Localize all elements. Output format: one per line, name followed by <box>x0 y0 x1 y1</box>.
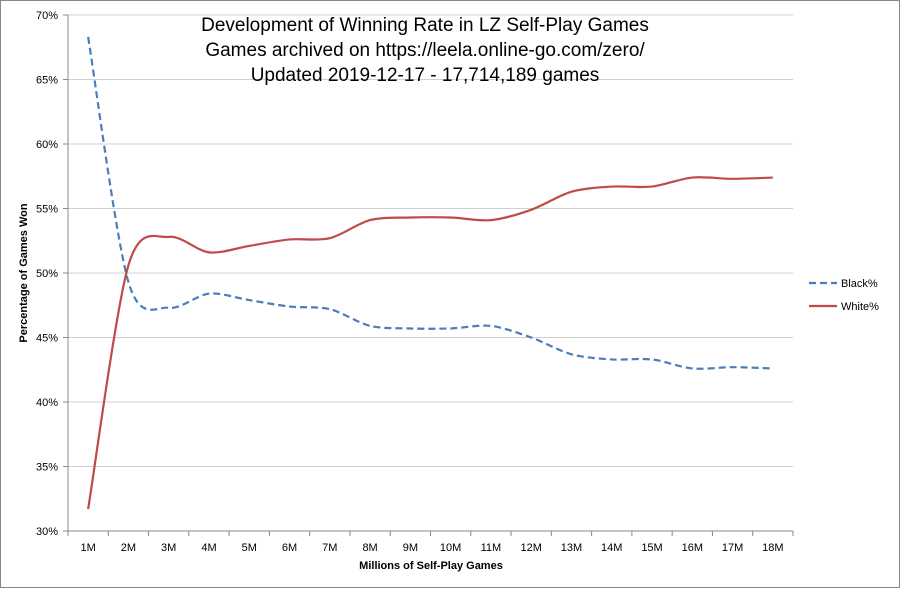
chart-title-line-2: Games archived on https://leela.online-g… <box>205 40 645 61</box>
y-tick-label: 50% <box>36 268 58 280</box>
y-axis-label: Percentage of Games Won <box>18 203 30 342</box>
legend-label: Black% <box>841 278 878 290</box>
x-tick-label: 12M <box>520 542 541 554</box>
x-tick-label: 3M <box>161 542 176 554</box>
y-tick-label: 40% <box>36 397 58 409</box>
x-tick-label: 17M <box>722 542 743 554</box>
x-tick-label: 4M <box>201 542 216 554</box>
y-tick-label: 65% <box>36 75 58 87</box>
y-tick-label: 35% <box>36 462 58 474</box>
x-tick-label: 9M <box>403 542 418 554</box>
x-tick-label: 15M <box>641 542 662 554</box>
x-tick-label: 10M <box>440 542 461 554</box>
x-tick-label: 11M <box>481 542 502 554</box>
chart-title-line-3: Updated 2019-12-17 - 17,714,189 games <box>251 65 600 86</box>
x-tick-label: 2M <box>121 542 136 554</box>
x-tick-label: 7M <box>322 542 337 554</box>
x-tick-label: 8M <box>362 542 377 554</box>
x-tick-label: 1M <box>80 542 95 554</box>
series-line-black <box>88 37 773 369</box>
y-tick-label: 70% <box>36 10 58 22</box>
series-line-white <box>88 177 773 509</box>
x-tick-label: 14M <box>601 542 622 554</box>
y-tick-label: 55% <box>36 204 58 216</box>
y-tick-label: 30% <box>36 526 58 538</box>
chart-title-line-1: Development of Winning Rate in LZ Self-P… <box>201 15 649 36</box>
legend-label: White% <box>841 301 879 313</box>
y-tick-label: 45% <box>36 333 58 345</box>
x-tick-label: 18M <box>762 542 783 554</box>
x-tick-label: 13M <box>561 542 582 554</box>
x-axis-label: Millions of Self-Play Games <box>359 560 503 572</box>
y-tick-label: 60% <box>36 139 58 151</box>
x-tick-label: 5M <box>242 542 257 554</box>
x-tick-label: 16M <box>682 542 703 554</box>
x-tick-label: 6M <box>282 542 297 554</box>
